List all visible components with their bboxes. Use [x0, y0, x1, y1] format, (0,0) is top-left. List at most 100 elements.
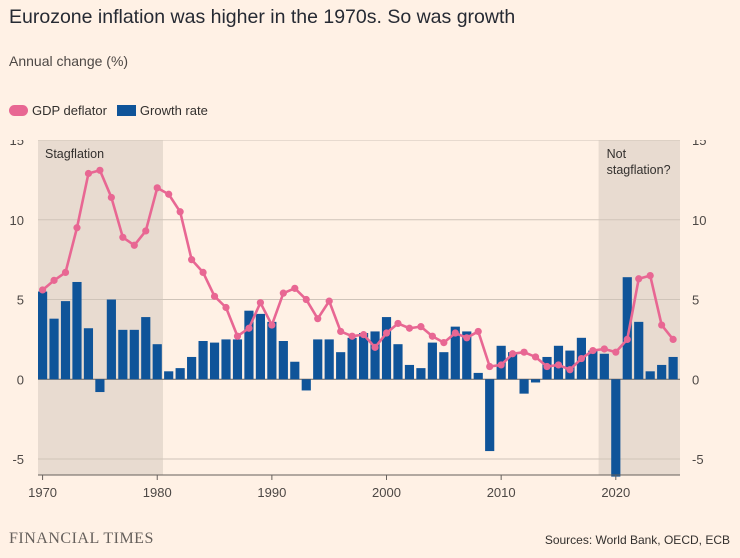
line-point [371, 343, 379, 351]
bar [118, 329, 128, 380]
bar [530, 379, 541, 383]
x-tick-label: 2000 [372, 485, 401, 500]
bar [141, 317, 151, 380]
x-tick-label: 2020 [601, 485, 630, 500]
chart-legend: GDP deflator Growth rate [9, 103, 218, 118]
bar [473, 372, 483, 380]
line-point [405, 324, 414, 332]
y-tick-label-right: 10 [692, 213, 706, 228]
chart-plot-area: 15 15 10 10 5 5 0 0 -5 -5 1970 1980 1990 2000 2010 2020… [10, 140, 706, 500]
y-tick-label-right: -5 [692, 452, 704, 467]
legend-label-growth-rate: Growth rate [139, 103, 208, 118]
line-point [497, 361, 505, 369]
bar [106, 299, 116, 380]
bar [83, 328, 94, 380]
x-tick-label: 1990 [257, 485, 286, 500]
line-point [222, 303, 230, 312]
line-point [73, 224, 81, 232]
line-point [314, 315, 322, 323]
line-point [176, 208, 184, 216]
bar [359, 333, 369, 380]
y-tick-label-left: 5 [17, 293, 24, 308]
line-point [199, 268, 207, 277]
bar [49, 318, 59, 380]
line-point [119, 233, 127, 241]
y-tick-label-right: 15 [692, 140, 706, 148]
line-point [658, 321, 666, 329]
y-tick-label-left: 15 [10, 140, 24, 148]
legend-item-gdp-deflator: GDP deflator [9, 103, 107, 118]
line-point [153, 184, 161, 192]
line-point [325, 297, 333, 305]
bar [370, 331, 380, 380]
line-point [520, 348, 528, 356]
bar [519, 379, 529, 394]
line-point [566, 366, 574, 374]
line-point [233, 332, 242, 340]
bar [129, 329, 139, 380]
bar [278, 341, 288, 380]
bar [164, 371, 174, 380]
line-point [96, 166, 104, 174]
line-point [84, 169, 93, 178]
line-point [61, 268, 70, 277]
line-point [210, 292, 219, 300]
bar [347, 337, 357, 380]
bar [393, 344, 403, 380]
line-point [188, 256, 196, 264]
bar [416, 368, 426, 380]
bar [187, 356, 197, 380]
bar [324, 339, 334, 380]
line-point [428, 332, 436, 340]
line-point [531, 353, 540, 361]
legend-label-gdp-deflator: GDP deflator [32, 103, 107, 118]
line-point [600, 345, 608, 353]
line-point [440, 338, 448, 347]
line-point [165, 190, 173, 198]
bar [565, 350, 575, 380]
bar [634, 321, 644, 380]
bar [657, 364, 667, 380]
shaded-period [38, 140, 163, 475]
x-tick-label: 1970 [28, 485, 57, 500]
bar [267, 321, 277, 380]
annotation-not: Not [607, 147, 627, 161]
chart-title: Eurozone inflation was higher in the 197… [9, 6, 516, 28]
line-point [359, 331, 368, 339]
bar [622, 277, 632, 380]
line-point [279, 289, 287, 297]
legend-item-growth-rate: Growth rate [116, 103, 208, 118]
line-point [463, 334, 471, 342]
annotation-stagflation: Stagflation [45, 147, 104, 161]
bar [95, 379, 105, 393]
shaded-period [598, 140, 680, 475]
bar [668, 356, 678, 380]
y-tick-label-left: 10 [10, 213, 24, 228]
y-tick-label-left: 0 [17, 372, 24, 387]
chart-subtitle: Annual change (%) [9, 53, 129, 69]
legend-swatch-line [9, 105, 28, 116]
line-point [130, 241, 138, 249]
line-point [291, 284, 299, 292]
source-note: Sources: World Bank, OECD, ECB [544, 533, 730, 547]
line-point [417, 323, 425, 331]
bar [175, 368, 185, 380]
legend-swatch-bar [116, 105, 136, 116]
bar [645, 371, 655, 380]
bar [450, 326, 460, 380]
bar [72, 281, 82, 380]
bar [381, 317, 392, 380]
y-tick-label-right: 5 [692, 293, 699, 308]
bar [336, 352, 346, 380]
line-point [623, 335, 631, 344]
bar [485, 379, 495, 452]
y-tick-label-right: 0 [692, 372, 699, 387]
bar [38, 291, 48, 380]
line-point [474, 327, 482, 336]
line-point [302, 295, 310, 304]
line-point [669, 335, 677, 344]
bar [462, 331, 472, 380]
line-point [142, 227, 150, 235]
bar [209, 342, 220, 380]
x-tick-label: 1980 [143, 485, 172, 500]
